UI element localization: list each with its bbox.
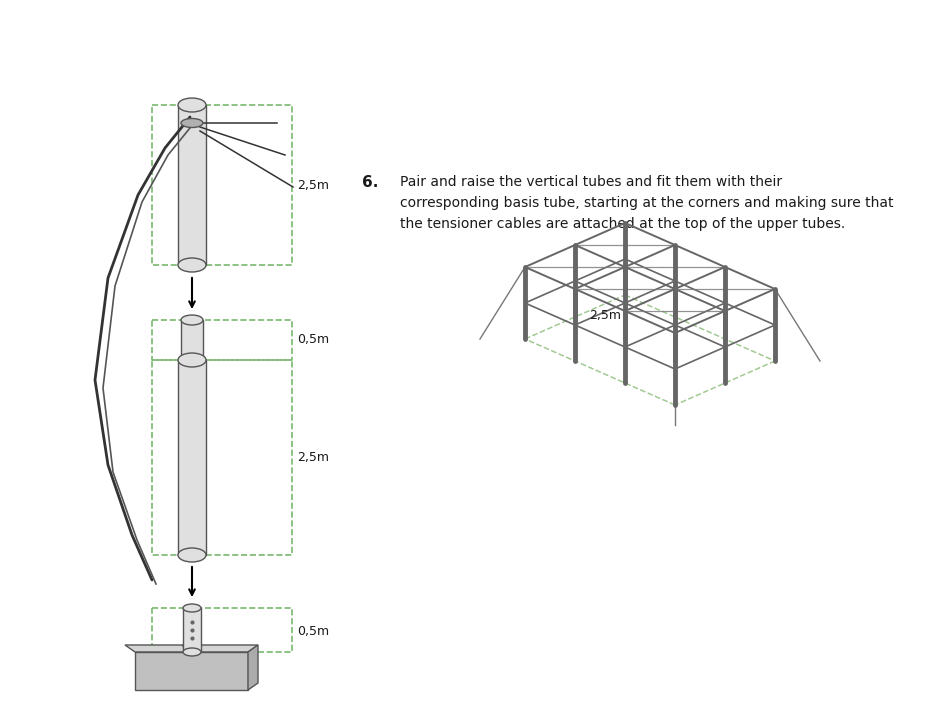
Text: 2,5m: 2,5m	[297, 450, 328, 463]
Text: the tensioner cables are attached at the top of the upper tubes.: the tensioner cables are attached at the…	[400, 217, 844, 231]
Text: 6.: 6.	[362, 175, 378, 190]
Ellipse shape	[183, 604, 201, 612]
Text: 0,5m: 0,5m	[297, 626, 328, 639]
Ellipse shape	[178, 258, 206, 272]
Ellipse shape	[178, 98, 206, 112]
Ellipse shape	[178, 353, 206, 367]
Polygon shape	[183, 608, 201, 652]
Polygon shape	[248, 645, 258, 690]
Polygon shape	[182, 645, 202, 648]
Text: 2,5m: 2,5m	[297, 178, 328, 191]
Text: corresponding basis tube, starting at the corners and making sure that: corresponding basis tube, starting at th…	[400, 196, 893, 210]
Text: Pair and raise the vertical tubes and fit them with their: Pair and raise the vertical tubes and fi…	[400, 175, 782, 189]
Ellipse shape	[181, 355, 203, 365]
Polygon shape	[178, 105, 206, 265]
Ellipse shape	[181, 118, 203, 128]
Ellipse shape	[183, 648, 201, 656]
Ellipse shape	[181, 315, 203, 325]
Polygon shape	[178, 360, 206, 555]
Polygon shape	[135, 652, 248, 690]
Polygon shape	[125, 645, 258, 652]
Text: 0,5m: 0,5m	[297, 334, 328, 347]
Polygon shape	[181, 320, 203, 360]
Text: 2,5m: 2,5m	[588, 309, 621, 322]
Ellipse shape	[178, 548, 206, 562]
